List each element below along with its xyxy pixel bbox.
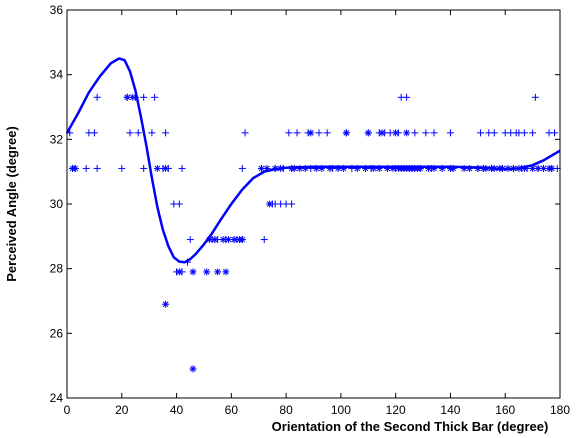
asterisk-marker bbox=[214, 268, 222, 276]
plus-marker bbox=[151, 93, 159, 101]
plus-marker bbox=[186, 236, 194, 244]
plus-marker bbox=[477, 129, 485, 137]
y-tick-label: 32 bbox=[50, 132, 64, 146]
plus-marker bbox=[422, 129, 430, 137]
asterisk-marker bbox=[162, 164, 170, 172]
asterisk-marker bbox=[392, 129, 400, 137]
plus-marker bbox=[238, 164, 246, 172]
axes-frame bbox=[66, 9, 561, 399]
plus-marker bbox=[93, 93, 101, 101]
asterisk-marker bbox=[189, 268, 197, 276]
plus-marker bbox=[430, 129, 438, 137]
plus-marker bbox=[490, 129, 498, 137]
plus-marker bbox=[288, 200, 296, 208]
plus-marker bbox=[93, 164, 101, 172]
y-tick-label: 34 bbox=[50, 68, 64, 82]
axis-ticks: 0 20 40 60 80 100 120 140 160 180 24 26 28 30 32 34 36 bbox=[50, 3, 571, 417]
asterisk-marker bbox=[222, 268, 230, 276]
plus-marker bbox=[403, 93, 411, 101]
asterisk-marker bbox=[403, 129, 411, 137]
plus-marker bbox=[162, 129, 170, 137]
plus-marker bbox=[82, 164, 90, 172]
x-tick-label: 40 bbox=[170, 403, 184, 417]
asterisk-marker bbox=[266, 200, 274, 208]
x-tick-label: 60 bbox=[225, 403, 239, 417]
y-tick-label: 36 bbox=[50, 3, 64, 17]
plus-marker bbox=[175, 200, 183, 208]
plus-marker bbox=[531, 93, 539, 101]
plus-marker bbox=[148, 129, 156, 137]
asterisk-marker bbox=[162, 300, 170, 308]
x-tick-label: 0 bbox=[64, 403, 71, 417]
plus-marker bbox=[323, 129, 331, 137]
asterisk-marker bbox=[378, 129, 386, 137]
plus-marker bbox=[134, 129, 142, 137]
asterisk-marker bbox=[203, 268, 211, 276]
x-tick-label: 20 bbox=[115, 403, 129, 417]
plus-marker bbox=[241, 129, 249, 137]
x-tick-label: 180 bbox=[550, 403, 570, 417]
asterisk-marker bbox=[238, 236, 246, 244]
data-marks bbox=[65, 57, 561, 373]
plus-marker bbox=[90, 129, 98, 137]
y-axis-label: Perceived Angle (degree) bbox=[4, 126, 19, 282]
y-tick-label: 30 bbox=[50, 197, 64, 211]
asterisk-marker bbox=[211, 236, 219, 244]
plus-marker bbox=[529, 129, 537, 137]
plus-marker bbox=[446, 129, 454, 137]
plus-marker bbox=[140, 164, 148, 172]
asterisk-marker bbox=[342, 129, 350, 137]
y-tick-label: 28 bbox=[50, 262, 64, 276]
asterisk-marker bbox=[548, 164, 556, 172]
x-tick-label: 160 bbox=[495, 403, 515, 417]
plus-marker bbox=[411, 129, 419, 137]
asterisk-marker bbox=[153, 164, 161, 172]
y-tick-label: 26 bbox=[50, 326, 64, 340]
plus-marker bbox=[260, 236, 268, 244]
asterisk-marker bbox=[175, 268, 183, 276]
x-tick-label: 80 bbox=[279, 403, 293, 417]
plus-marker bbox=[178, 164, 186, 172]
fitted-curve bbox=[65, 57, 561, 264]
plus-marker bbox=[293, 129, 301, 137]
asterisk-marker bbox=[189, 365, 197, 373]
plus-marker bbox=[126, 129, 134, 137]
asterisk-marker bbox=[129, 93, 137, 101]
plus-marker bbox=[551, 129, 559, 137]
asterisk-marker bbox=[71, 164, 79, 172]
asterisk-marker bbox=[307, 129, 315, 137]
x-tick-label: 100 bbox=[331, 403, 351, 417]
asterisk-marker bbox=[123, 93, 131, 101]
plus-marker bbox=[315, 129, 323, 137]
x-axis-label: Orientation of the Second Thick Bar (deg… bbox=[272, 419, 549, 434]
asterisk-marker bbox=[364, 129, 372, 137]
plus-marker bbox=[118, 164, 126, 172]
plus-marker bbox=[140, 93, 148, 101]
plus-marker bbox=[285, 129, 293, 137]
x-tick-label: 120 bbox=[386, 403, 406, 417]
plus-marker bbox=[520, 129, 528, 137]
y-tick-label: 24 bbox=[50, 391, 64, 405]
x-tick-label: 140 bbox=[440, 403, 460, 417]
